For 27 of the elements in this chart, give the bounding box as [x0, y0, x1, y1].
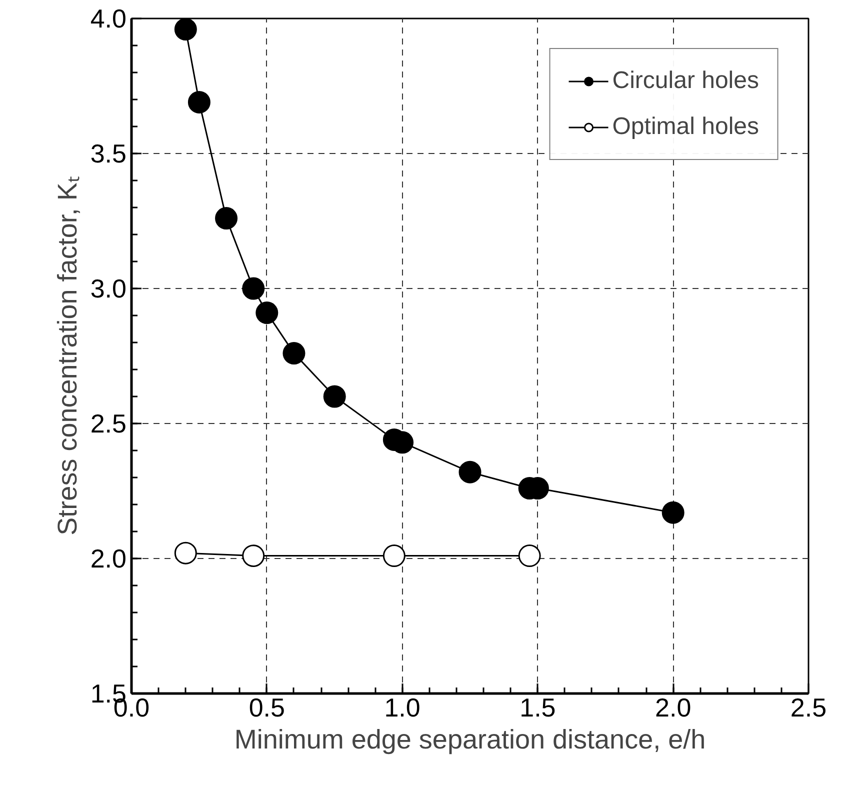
point	[174, 542, 197, 564]
point	[518, 544, 541, 568]
legend-label: Circular holes	[612, 67, 759, 95]
y-tick-label: 2.0	[90, 544, 127, 574]
point	[174, 18, 197, 41]
y-axis-title: Stress concentration factor, Kₜ	[52, 176, 82, 536]
legend-label: Optimal holes	[612, 113, 759, 141]
y-tick-label: 3.5	[90, 138, 127, 168]
y-tick-label: 2.5	[90, 408, 127, 438]
x-tick-label: 2.5	[790, 692, 827, 722]
point	[215, 207, 238, 230]
point	[242, 544, 265, 568]
x-tick-label: 2.0	[655, 692, 692, 722]
point	[323, 385, 346, 408]
point	[256, 302, 278, 324]
y-tick-label: 3.0	[90, 274, 127, 304]
point	[282, 342, 306, 365]
x-axis-title: Minimum edge separation distance, e/h	[234, 724, 706, 754]
x-tick-label: 1.5	[520, 692, 556, 722]
point	[242, 277, 265, 300]
point	[188, 90, 210, 114]
point	[662, 501, 684, 524]
x-tick-label: 0.5	[248, 692, 285, 722]
point	[382, 544, 406, 568]
point	[458, 460, 482, 484]
x-tick-label: 1.0	[384, 692, 420, 722]
y-tick-label: 4.0	[90, 4, 127, 34]
